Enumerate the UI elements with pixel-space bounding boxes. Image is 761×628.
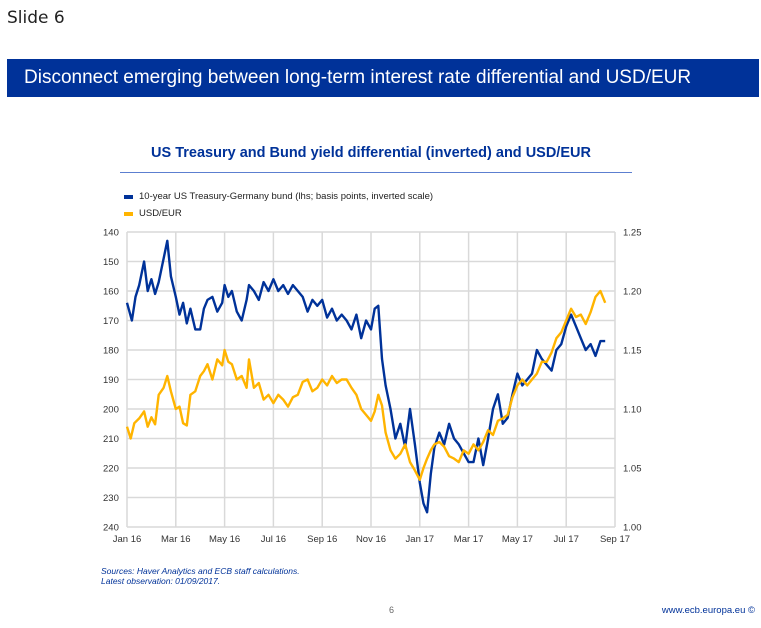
ecb-url[interactable]: www.ecb.europa.eu © — [661, 605, 755, 616]
source-note: Sources: Haver Analytics and ECB staff c… — [101, 566, 300, 586]
left-tick-label: 240 — [103, 523, 119, 534]
left-tick-label: 140 — [103, 228, 119, 239]
x-tick-label: Mar 17 — [454, 534, 484, 545]
source-line: Sources: Haver Analytics and ECB staff c… — [101, 566, 300, 576]
right-tick-label: 1.20 — [623, 287, 642, 298]
latest-observation: Latest observation: 01/09/2017. — [101, 576, 221, 586]
legend-item-usd-eur: USD/EUR — [124, 205, 433, 222]
x-tick-label: May 17 — [502, 534, 533, 545]
right-axis-ticks: 1.25 1.20 1.15 1.10 1.05 1.00 — [623, 228, 642, 534]
left-tick-label: 160 — [103, 287, 119, 298]
left-tick-label: 200 — [103, 405, 119, 416]
right-tick-label: 1.00 — [623, 523, 642, 534]
page-number: 6 — [389, 605, 395, 615]
x-tick-label: Nov 16 — [356, 534, 386, 545]
chart-title: US Treasury and Bund yield differential … — [151, 145, 591, 161]
x-tick-label: Jan 17 — [406, 534, 435, 545]
left-tick-label: 230 — [103, 493, 119, 504]
slide-title: Disconnect emerging between long-term in… — [24, 67, 692, 88]
right-tick-label: 1.25 — [623, 228, 642, 239]
slide-label: Slide 6 — [7, 8, 65, 28]
title-divider — [120, 172, 632, 173]
x-tick-label: Jul 16 — [261, 534, 286, 545]
x-tick-label: Sep 16 — [307, 534, 337, 545]
legend-swatch-yellow — [124, 211, 133, 216]
left-tick-label: 150 — [103, 257, 119, 268]
left-tick-label: 180 — [103, 346, 119, 357]
x-tick-label: Mar 16 — [161, 534, 191, 545]
chart-legend: 10-year US Treasury-Germany bund (lhs; b… — [124, 188, 433, 222]
x-tick-label: Jul 17 — [554, 534, 579, 545]
slide-title-banner: Disconnect emerging between long-term in… — [7, 59, 759, 97]
yield-differential-line — [125, 239, 606, 514]
legend-item-yield-differential: 10-year US Treasury-Germany bund (lhs; b… — [124, 188, 433, 205]
legend-label: USD/EUR — [139, 208, 182, 219]
legend-swatch-blue — [124, 194, 133, 199]
x-tick-label: May 16 — [209, 534, 240, 545]
right-tick-label: 1.10 — [623, 405, 642, 416]
series-lines — [125, 239, 607, 514]
gridlines — [126, 231, 616, 528]
left-tick-label: 220 — [103, 464, 119, 475]
usd-eur-line — [125, 289, 607, 481]
legend-label: 10-year US Treasury-Germany bund (lhs; b… — [139, 191, 434, 202]
left-tick-label: 210 — [103, 434, 119, 445]
left-tick-label: 190 — [103, 375, 119, 386]
x-tick-label: Sep 17 — [600, 534, 630, 545]
left-axis-ticks: 140 150 160 170 180 190 200 210 220 230 240 — [103, 228, 119, 534]
x-tick-label: Jan 16 — [113, 534, 142, 545]
x-axis-ticks: Jan 16 Mar 16 May 16 Jul 16 Sep 16 Nov 16 Jan … — [113, 534, 630, 545]
left-tick-label: 170 — [103, 316, 119, 327]
right-tick-label: 1.05 — [623, 464, 642, 475]
right-tick-label: 1.15 — [623, 346, 642, 357]
